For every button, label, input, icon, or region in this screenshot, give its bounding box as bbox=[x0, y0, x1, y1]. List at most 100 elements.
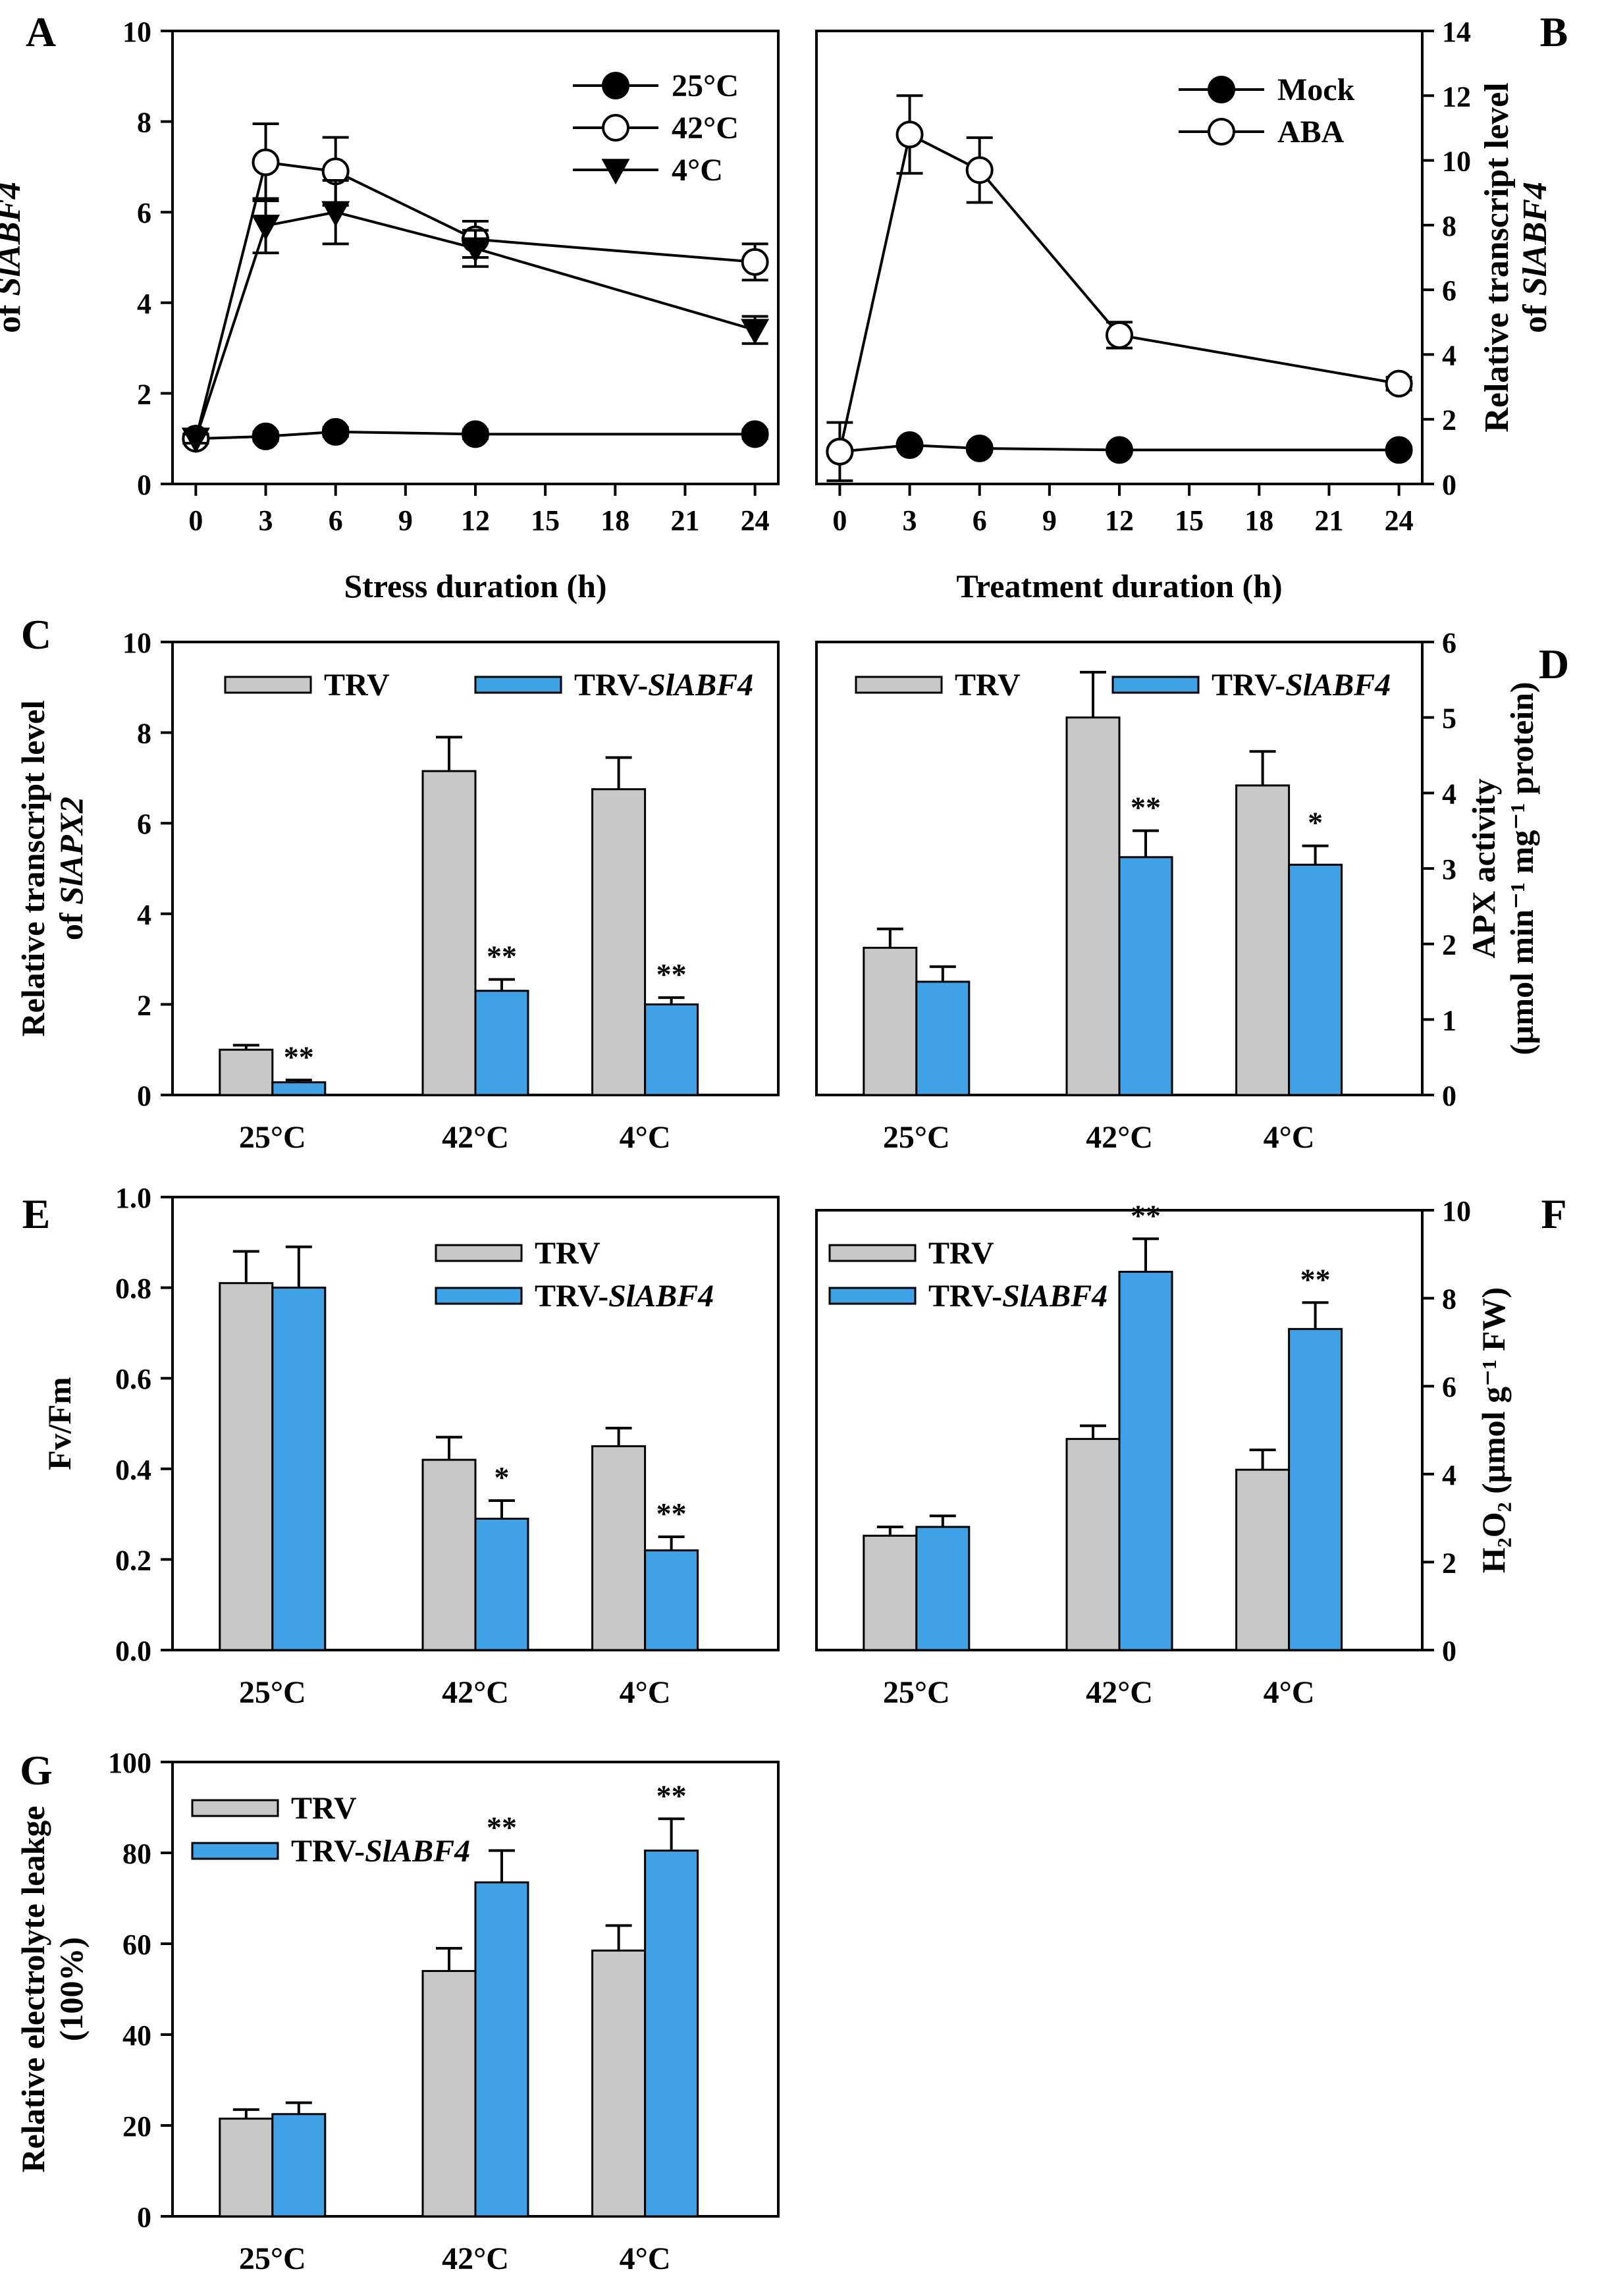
bar bbox=[1235, 1468, 1291, 1651]
y-tick-label: 10 bbox=[122, 627, 151, 659]
significance-mark: ** bbox=[656, 1778, 687, 1812]
data-point bbox=[741, 319, 770, 345]
y-tick-label: 6 bbox=[137, 197, 151, 229]
bar bbox=[421, 770, 477, 1096]
x-tick-label: 4°C bbox=[1264, 1120, 1315, 1155]
significance-mark: ** bbox=[1131, 1198, 1161, 1232]
y-tick-label: 4 bbox=[137, 899, 151, 931]
y-tick-label: 0 bbox=[1442, 1080, 1456, 1112]
legend-swatch bbox=[828, 1287, 917, 1305]
legend-label: TRV bbox=[535, 1236, 601, 1271]
bar bbox=[421, 1969, 477, 2218]
y-tick-label: 60 bbox=[122, 1929, 151, 1961]
y-axis-label: Relative electrolyte leakge bbox=[14, 1805, 51, 2172]
y-tick-label: 4 bbox=[1442, 1459, 1456, 1491]
legend-label: 42°C bbox=[672, 111, 739, 146]
bar bbox=[644, 1549, 699, 1651]
bar bbox=[1288, 863, 1343, 1096]
y-axis-label: H₂O₂ (μmol g⁻¹ FW) bbox=[1475, 1287, 1512, 1573]
legend-label: TRV-SlABF4 bbox=[928, 1279, 1108, 1314]
y-axis-label: of SlABF4 bbox=[0, 182, 28, 333]
legend-swatch bbox=[435, 1287, 523, 1305]
y-axis-label: of SlABF4 bbox=[1516, 182, 1554, 333]
y-tick-label: 4 bbox=[1442, 339, 1456, 371]
legend-swatch bbox=[828, 1244, 917, 1262]
x-tick-label: 4°C bbox=[620, 1120, 671, 1155]
bar bbox=[1065, 716, 1121, 1096]
bar bbox=[1065, 1437, 1121, 1651]
bar bbox=[219, 1282, 274, 1651]
data-point bbox=[252, 148, 280, 176]
y-tick-label: 0 bbox=[137, 1080, 151, 1112]
x-tick-label: 42°C bbox=[442, 2241, 509, 2276]
series-TRV-SlABF4: ** ** ** bbox=[271, 940, 699, 1096]
panel-label-g: G bbox=[20, 1747, 53, 1794]
significance-mark: * bbox=[494, 1460, 510, 1494]
legend-label: ABA bbox=[1277, 115, 1345, 149]
x-tick-label: 0 bbox=[832, 504, 847, 537]
series-TRV-SlABF4: ** ** bbox=[915, 1198, 1343, 1651]
significance-mark: ** bbox=[1131, 791, 1161, 824]
legend-swatch bbox=[855, 676, 943, 694]
legend-marker bbox=[1208, 76, 1235, 103]
significance-mark: ** bbox=[656, 1497, 687, 1530]
y-tick-label: 100 bbox=[108, 1747, 151, 1779]
y-tick-label: 0.6 bbox=[115, 1363, 151, 1395]
bar bbox=[271, 1081, 327, 1096]
x-tick-label: 4°C bbox=[620, 1675, 671, 1710]
x-tick-label: 15 bbox=[531, 504, 560, 537]
x-tick-label: 25°C bbox=[883, 1120, 950, 1155]
legend-marker bbox=[602, 72, 629, 99]
series-4°C bbox=[181, 179, 770, 454]
x-tick-label: 21 bbox=[670, 504, 699, 537]
significance-mark: * bbox=[1308, 806, 1323, 840]
panel-label-f: F bbox=[1541, 1190, 1566, 1237]
y-tick-label: 0.4 bbox=[115, 1454, 151, 1486]
data-point bbox=[965, 434, 994, 462]
bar bbox=[591, 788, 647, 1096]
panel-d: 0 1 2 3 4 5 6 25°C 42°C 4°C APX activity (μmol min⁻… bbox=[815, 627, 1540, 1155]
legend: TRV TRV-SlABF4 bbox=[828, 1236, 1108, 1314]
legend-label: 4°C bbox=[672, 153, 723, 188]
x-tick-label: 42°C bbox=[442, 1120, 509, 1155]
bar bbox=[219, 1048, 274, 1096]
x-tick-label: 42°C bbox=[1086, 1675, 1153, 1710]
x-tick-label: 0 bbox=[188, 504, 203, 537]
y-tick-label: 6 bbox=[1442, 627, 1456, 659]
legend-label: TRV bbox=[955, 668, 1021, 703]
bar bbox=[1288, 1327, 1343, 1651]
x-tick-label: 3 bbox=[259, 504, 273, 537]
x-tick-label: 15 bbox=[1175, 504, 1204, 537]
x-tick-label: 25°C bbox=[239, 1675, 306, 1710]
y-tick-label: 0.2 bbox=[115, 1544, 151, 1576]
series-TRV-SlABF4: *** bbox=[915, 791, 1343, 1096]
legend: TRV TRV-SlABF4 bbox=[224, 668, 753, 703]
x-tick-label: 4°C bbox=[620, 2241, 671, 2276]
x-tick-label: 24 bbox=[1385, 504, 1414, 537]
x-axis-label: Stress duration (h) bbox=[344, 568, 606, 604]
y-tick-label: 20 bbox=[122, 2110, 151, 2143]
significance-mark: ** bbox=[487, 1811, 517, 1844]
x-tick-label: 12 bbox=[461, 504, 490, 537]
x-tick-label: 12 bbox=[1105, 504, 1134, 537]
bar bbox=[474, 990, 529, 1096]
y-tick-label: 0.0 bbox=[115, 1635, 151, 1667]
y-tick-label: 6 bbox=[1442, 1371, 1456, 1403]
legend-swatch bbox=[191, 1799, 279, 1817]
y-axis-label: (μmol min⁻¹ mg⁻¹ protein) bbox=[1503, 681, 1540, 1055]
panel-g: 0 20 40 60 80 100 25°C 42°C 4°C Relative electrol… bbox=[14, 1747, 780, 2276]
panel-label-a: A bbox=[26, 9, 56, 55]
data-point bbox=[1385, 436, 1413, 464]
series-TRV bbox=[219, 735, 647, 1096]
x-tick-label: 6 bbox=[329, 504, 343, 537]
significance-mark: ** bbox=[284, 1040, 314, 1073]
bar bbox=[219, 2118, 274, 2218]
x-tick-label: 18 bbox=[601, 504, 629, 537]
legend-swatch bbox=[224, 676, 312, 694]
y-tick-label: 12 bbox=[1442, 80, 1471, 113]
y-axis-label: Relative transcript level bbox=[1478, 82, 1516, 432]
series-TRV bbox=[863, 1424, 1291, 1651]
data-point bbox=[321, 417, 350, 446]
